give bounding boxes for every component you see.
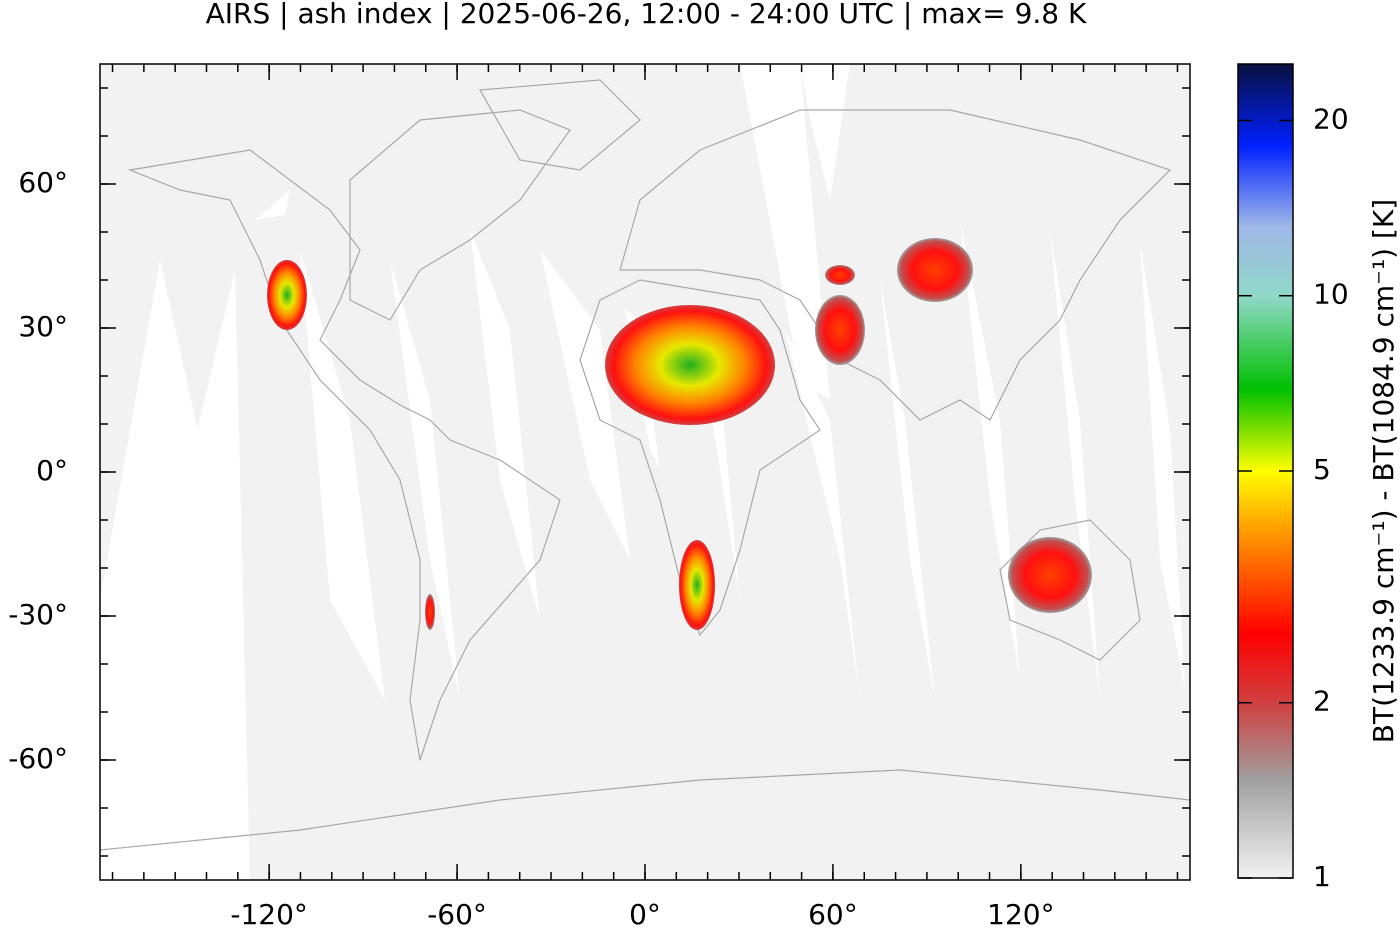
- coastlines: [100, 79, 1190, 851]
- y-tick-label: 30°: [18, 310, 68, 343]
- colorbar-tick-label: 10: [1313, 278, 1349, 311]
- x-tick-label: 120°: [987, 898, 1054, 930]
- x-tick-label: -60°: [427, 898, 487, 930]
- colorbar-label: BT(1233.9 cm⁻¹) - BT(1084.9 cm⁻¹) [K]: [1367, 199, 1400, 743]
- x-tick-label: -120°: [230, 898, 308, 930]
- y-tick-label: 60°: [18, 166, 68, 199]
- ash-plumes: [267, 238, 1092, 630]
- x-tick-label: 0°: [629, 898, 661, 930]
- y-tick-label: -30°: [8, 598, 68, 631]
- y-tick-label: -60°: [8, 742, 68, 775]
- colorbar-tick-label: 2: [1313, 685, 1331, 718]
- x-tick-label: 60°: [808, 898, 858, 930]
- map-area: [100, 64, 1190, 880]
- colorbar-tick-label: 5: [1313, 453, 1331, 486]
- y-tick-label: 0°: [36, 454, 68, 487]
- colorbar-tick-label: 20: [1313, 102, 1349, 135]
- chart-title: AIRS | ash index | 2025-06-26, 12:00 - 2…: [206, 0, 1087, 30]
- colorbar-tick-label: 1: [1313, 860, 1331, 893]
- map-background: [100, 64, 1190, 880]
